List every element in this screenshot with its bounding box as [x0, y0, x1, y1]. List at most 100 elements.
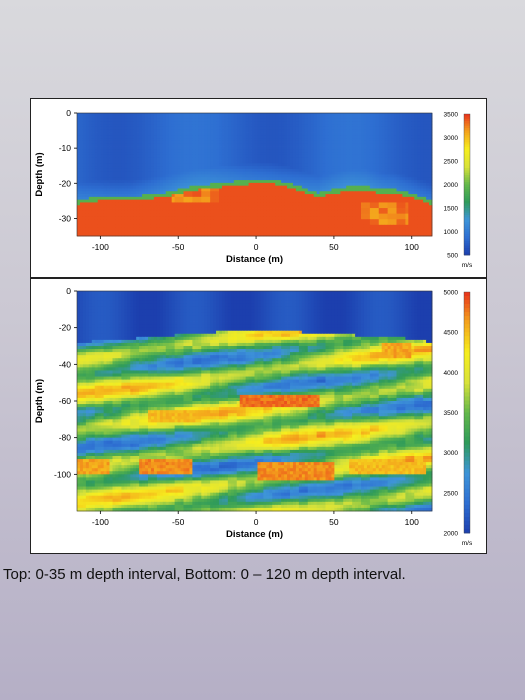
velocity-cell	[381, 126, 386, 131]
velocity-cell	[150, 129, 155, 133]
velocity-cell	[417, 219, 421, 223]
velocity-cell	[319, 121, 323, 125]
velocity-cell	[310, 149, 315, 153]
velocity-cell	[337, 113, 341, 117]
velocity-cell	[331, 160, 335, 164]
velocity-cell	[127, 227, 131, 231]
velocity-cell	[216, 199, 220, 203]
velocity-cell	[121, 216, 125, 220]
velocity-cell	[269, 213, 273, 217]
velocity-cell	[372, 146, 377, 150]
velocity-cell	[130, 138, 134, 142]
velocity-cell	[85, 143, 90, 147]
velocity-cell	[278, 208, 282, 212]
velocity-cell	[272, 188, 276, 192]
velocity-cell	[204, 149, 208, 153]
velocity-cell	[352, 188, 356, 192]
velocity-cell	[171, 129, 176, 133]
velocity-cell	[198, 154, 202, 159]
velocity-cell	[195, 174, 199, 178]
velocity-cell	[278, 196, 282, 201]
velocity-cell	[177, 219, 181, 223]
velocity-cell	[124, 149, 128, 153]
velocity-cell	[115, 224, 119, 229]
velocity-cell	[177, 124, 181, 128]
velocity-cell	[378, 126, 383, 131]
velocity-cell	[292, 188, 297, 192]
velocity-cell	[352, 146, 356, 150]
velocity-cell	[153, 191, 158, 195]
velocity-cell	[420, 146, 424, 150]
velocity-cell	[106, 227, 110, 231]
velocity-cell	[272, 185, 276, 189]
velocity-cell	[162, 146, 167, 150]
velocity-cell	[201, 126, 205, 131]
velocity-cell	[239, 154, 244, 159]
velocity-cell	[251, 188, 255, 192]
velocity-cell	[121, 177, 125, 181]
velocity-cell	[210, 185, 214, 189]
velocity-cell	[227, 149, 232, 153]
velocity-cell	[236, 194, 241, 198]
velocity-cell	[251, 135, 255, 139]
velocity-cell	[313, 154, 318, 159]
velocity-cell	[127, 205, 131, 209]
velocity-cell	[322, 121, 326, 125]
velocity-cell	[168, 191, 173, 195]
velocity-cell	[411, 205, 415, 209]
velocity-cell	[381, 140, 386, 145]
velocity-cell	[180, 219, 184, 223]
velocity-cell	[159, 146, 164, 150]
velocity-cell	[423, 168, 427, 173]
velocity-cell	[405, 113, 409, 117]
velocity-cell	[171, 160, 176, 164]
velocity-cell	[361, 113, 365, 117]
velocity-cell	[82, 163, 87, 167]
velocity-cell	[307, 168, 312, 173]
velocity-cell	[180, 135, 184, 139]
velocity-cell	[201, 135, 205, 139]
velocity-cell	[328, 177, 332, 181]
velocity-cell	[198, 168, 202, 173]
velocity-cell	[136, 174, 140, 178]
velocity-cell	[420, 149, 424, 153]
velocity-cell	[352, 185, 356, 189]
velocity-cell	[242, 121, 247, 125]
velocity-cell	[77, 174, 81, 178]
velocity-cell	[292, 135, 297, 139]
velocity-cell	[269, 157, 273, 161]
velocity-cell	[358, 124, 362, 128]
velocity-cell	[378, 115, 383, 119]
velocity-cell	[361, 146, 365, 150]
velocity-cell	[396, 163, 400, 167]
velocity-cell	[118, 126, 122, 131]
velocity-cell	[189, 196, 193, 201]
velocity-cell	[103, 227, 107, 231]
velocity-cell	[257, 138, 261, 142]
velocity-cell	[207, 126, 211, 131]
velocity-cell	[85, 171, 90, 175]
velocity-cell	[85, 182, 90, 187]
velocity-cell	[207, 199, 211, 203]
velocity-cell	[313, 146, 318, 150]
velocity-cell	[254, 113, 258, 117]
velocity-cell	[130, 168, 134, 173]
velocity-cell	[103, 180, 107, 184]
velocity-cell	[139, 152, 143, 156]
velocity-cell	[150, 135, 155, 139]
velocity-cell	[275, 157, 279, 161]
velocity-cell	[100, 191, 105, 195]
velocity-cell	[363, 191, 368, 195]
velocity-cell	[136, 138, 140, 142]
velocity-cell	[251, 129, 255, 133]
velocity-cell	[304, 208, 309, 212]
velocity-cell	[148, 135, 152, 139]
velocity-cell	[127, 191, 131, 195]
velocity-cell	[150, 208, 155, 212]
velocity-cell	[115, 160, 119, 164]
velocity-cell	[281, 216, 285, 220]
velocity-cell	[100, 140, 105, 145]
velocity-cell	[384, 213, 389, 217]
velocity-cell	[310, 166, 315, 170]
velocity-cell	[284, 124, 288, 128]
